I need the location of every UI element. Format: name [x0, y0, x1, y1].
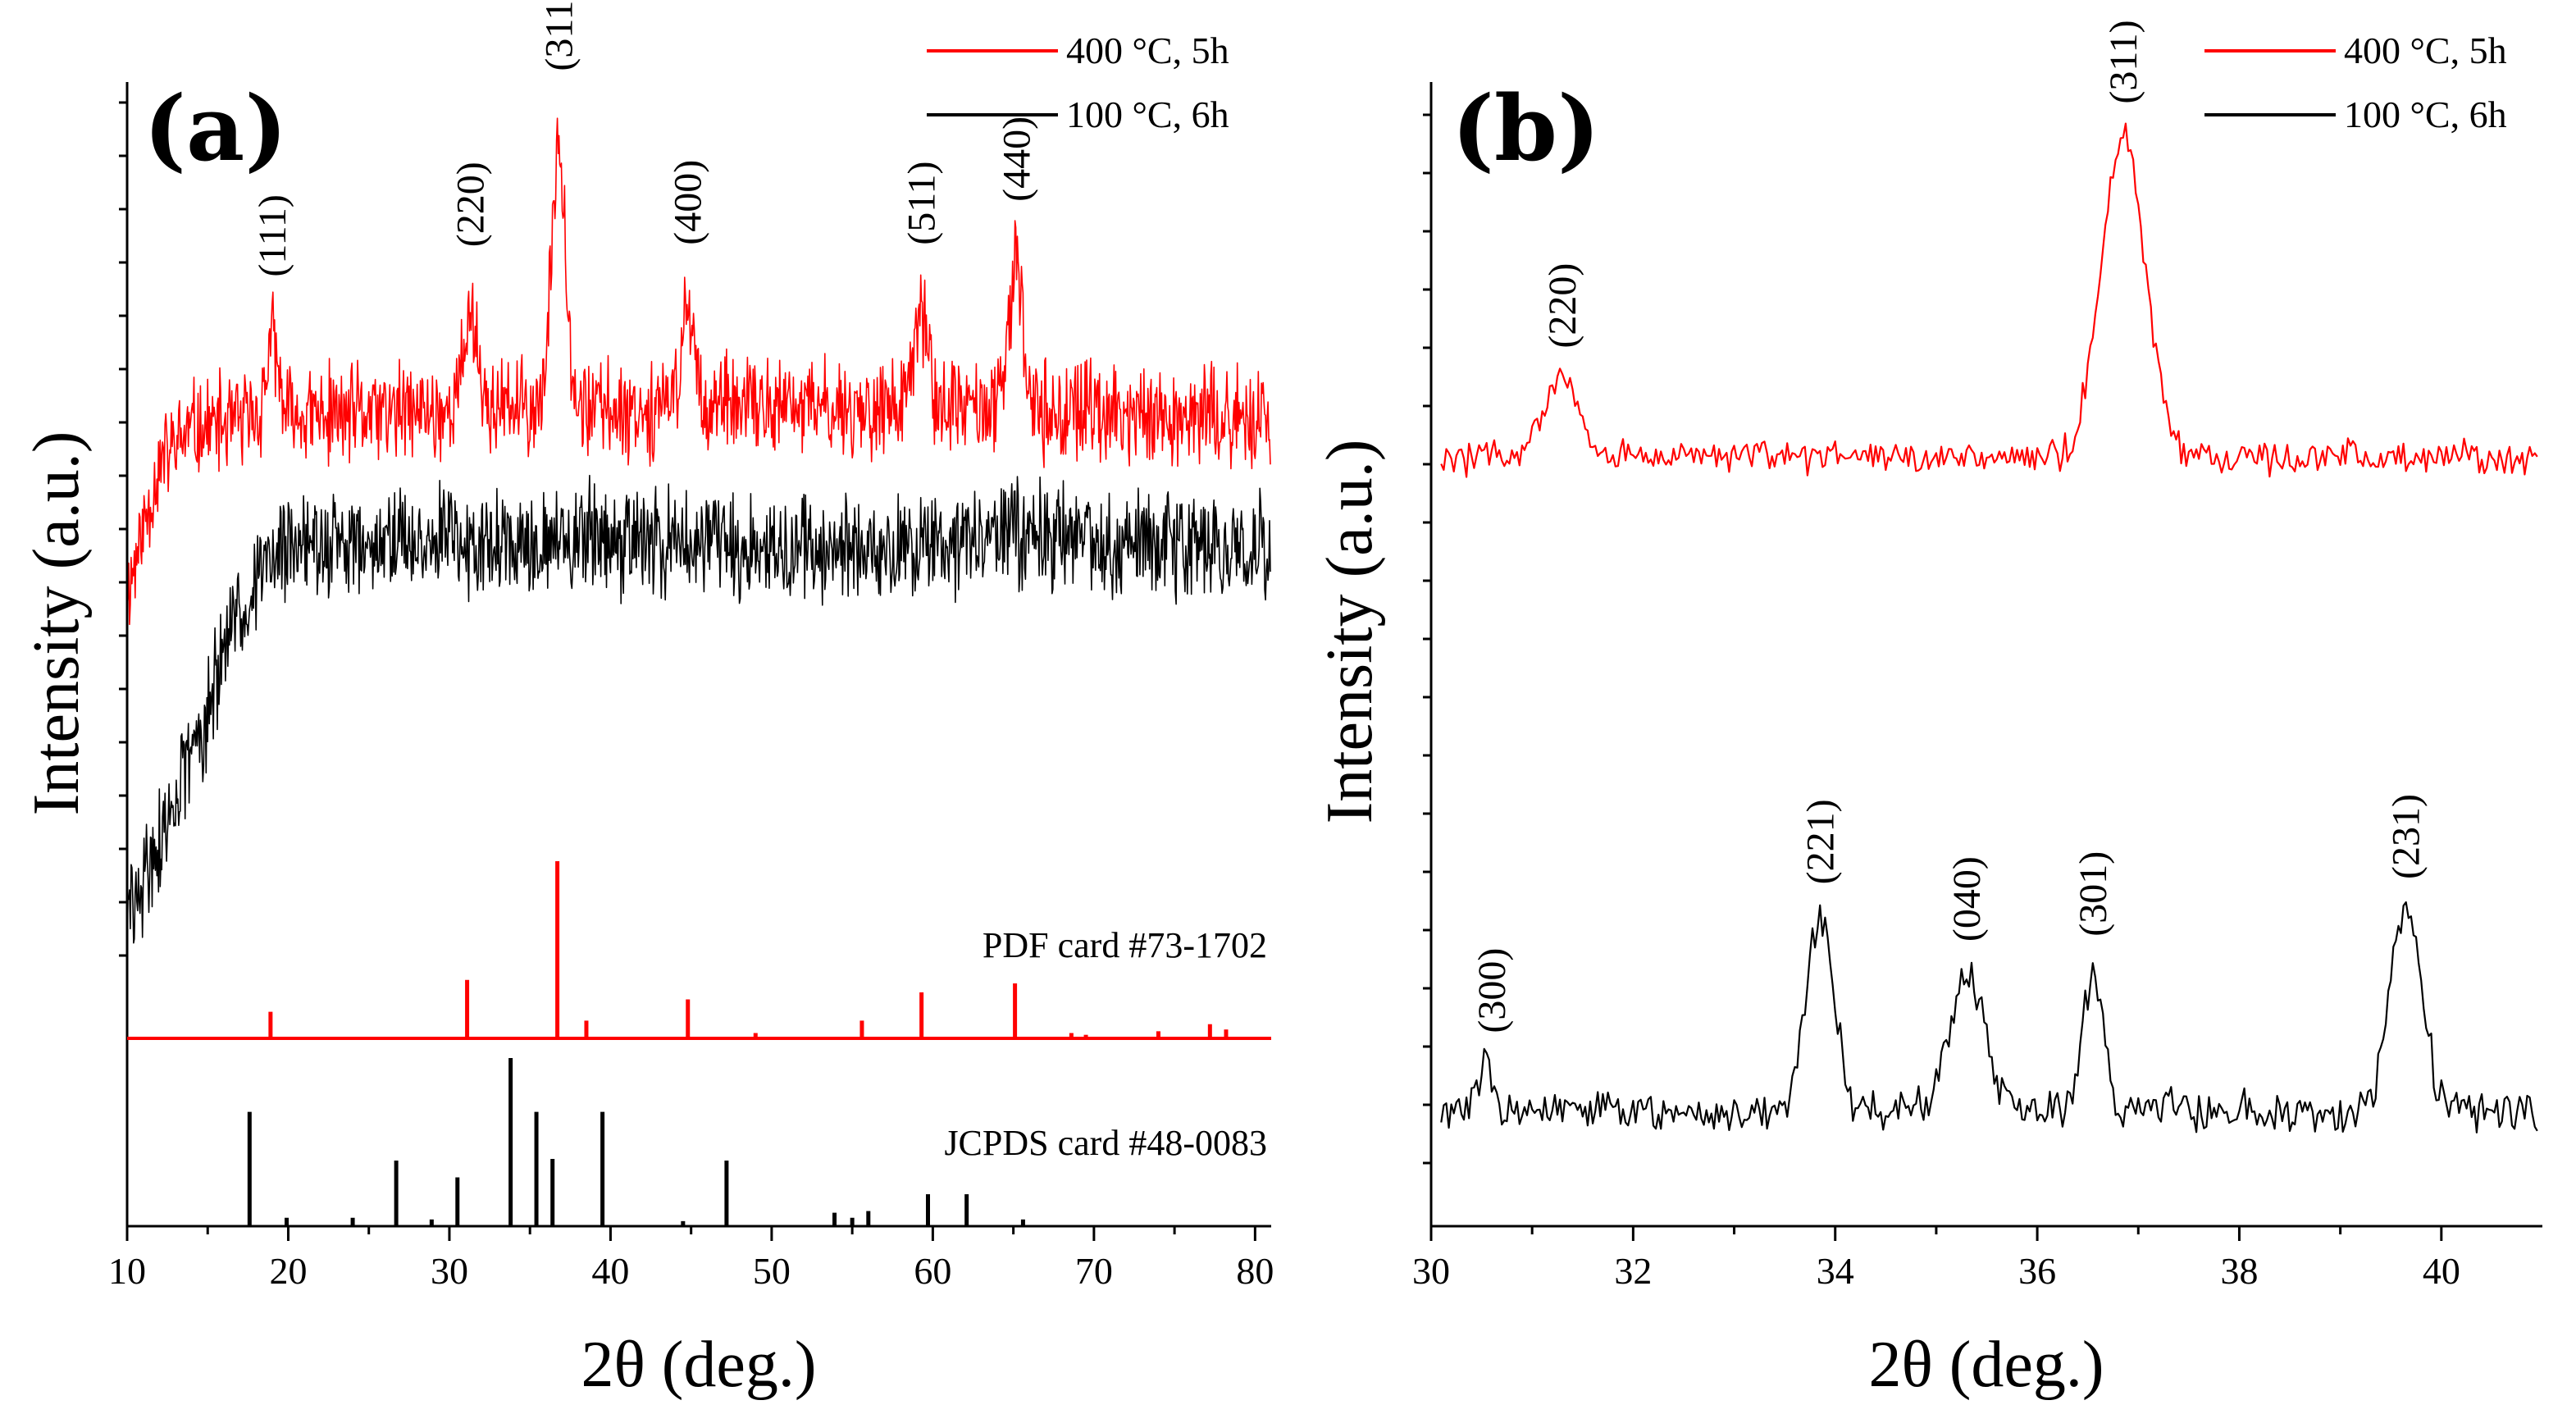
panel-a-y-axis-title: Intensity (a.u.) — [21, 431, 93, 816]
panel-b-y-axis-title: Intensity (a.u.) — [1314, 440, 1386, 824]
peak-label: (301) — [2072, 851, 2115, 937]
jcpds-card-label: JCPDS card #48-0083 — [944, 1123, 1267, 1163]
panel-a-reference-patterns — [247, 861, 1229, 1226]
legend-b-red-label: 400 °C, 5h — [2344, 30, 2507, 71]
peak-label: (040) — [1945, 856, 1989, 942]
x-tick-label: 70 — [1075, 1250, 1113, 1292]
peak-label: (231) — [2385, 794, 2428, 879]
panel-b-series — [1440, 122, 2538, 1133]
panel-b-x-axis-title: 2θ (deg.) — [1868, 1329, 2104, 1401]
peak-label: (311) — [538, 0, 581, 71]
peak-label: (511) — [900, 162, 944, 245]
panel-a-legend: 400 °C, 5h 100 °C, 6h — [927, 30, 1229, 135]
panel-a-series — [126, 117, 1271, 951]
peak-label: (400) — [667, 160, 710, 245]
peak-label: (300) — [1470, 948, 1514, 1033]
x-tick-label: 38 — [2220, 1250, 2258, 1292]
x-tick-label: 36 — [2018, 1250, 2056, 1292]
panel-a-label: (a) — [144, 75, 287, 181]
panel-a-x-axis-title: 2θ (deg.) — [581, 1329, 816, 1401]
panel-a: 10 20 30 40 50 60 70 80 (111) (220) (311) (400) (51… — [21, 0, 1274, 1401]
x-tick-label: 80 — [1236, 1250, 1274, 1292]
series-black-trace — [1440, 901, 2538, 1133]
peak-label: (311) — [2102, 20, 2145, 103]
x-tick-label: 30 — [1412, 1250, 1450, 1292]
panel-b-ticks: 30 32 34 36 38 40 — [1412, 113, 2460, 1292]
legend-a-black-label: 100 °C, 6h — [1066, 94, 1229, 135]
x-tick-label: 20 — [269, 1250, 307, 1292]
peak-label: (220) — [1541, 263, 1584, 349]
panel-a-ticks: 10 20 30 40 50 60 70 80 — [108, 101, 1274, 1292]
panel-a-peak-labels: (111) (220) (311) (400) (511) (440) — [251, 0, 1039, 277]
panel-b-label: (b) — [1452, 75, 1600, 181]
x-tick-label: 40 — [2423, 1250, 2460, 1292]
series-red-trace — [126, 117, 1271, 626]
peak-label: (220) — [449, 162, 493, 247]
x-tick-label: 32 — [1614, 1250, 1652, 1292]
pdf-card-label: PDF card #73-1702 — [983, 925, 1267, 965]
x-tick-label: 34 — [1817, 1250, 1854, 1292]
x-tick-label: 50 — [753, 1250, 791, 1292]
x-tick-label: 60 — [914, 1250, 951, 1292]
panel-b-legend: 400 °C, 5h 100 °C, 6h — [2204, 30, 2507, 135]
legend-a-red-label: 400 °C, 5h — [1066, 30, 1229, 71]
peak-label: (111) — [251, 194, 294, 276]
peak-label: (221) — [1799, 799, 1842, 884]
panel-b: 30 32 34 36 38 40 (220) (311) (300) (221) (040) (3… — [1314, 20, 2542, 1401]
x-tick-label: 30 — [431, 1250, 468, 1292]
series-black-trace — [126, 474, 1271, 951]
peak-label: (440) — [996, 116, 1039, 202]
panel-b-peak-labels: (220) (311) (300) (221) (040) (301) (231) — [1470, 20, 2428, 1033]
x-tick-label: 40 — [591, 1250, 629, 1292]
series-red-trace — [1440, 122, 2538, 478]
x-tick-label: 10 — [108, 1250, 146, 1292]
legend-b-black-label: 100 °C, 6h — [2344, 94, 2507, 135]
